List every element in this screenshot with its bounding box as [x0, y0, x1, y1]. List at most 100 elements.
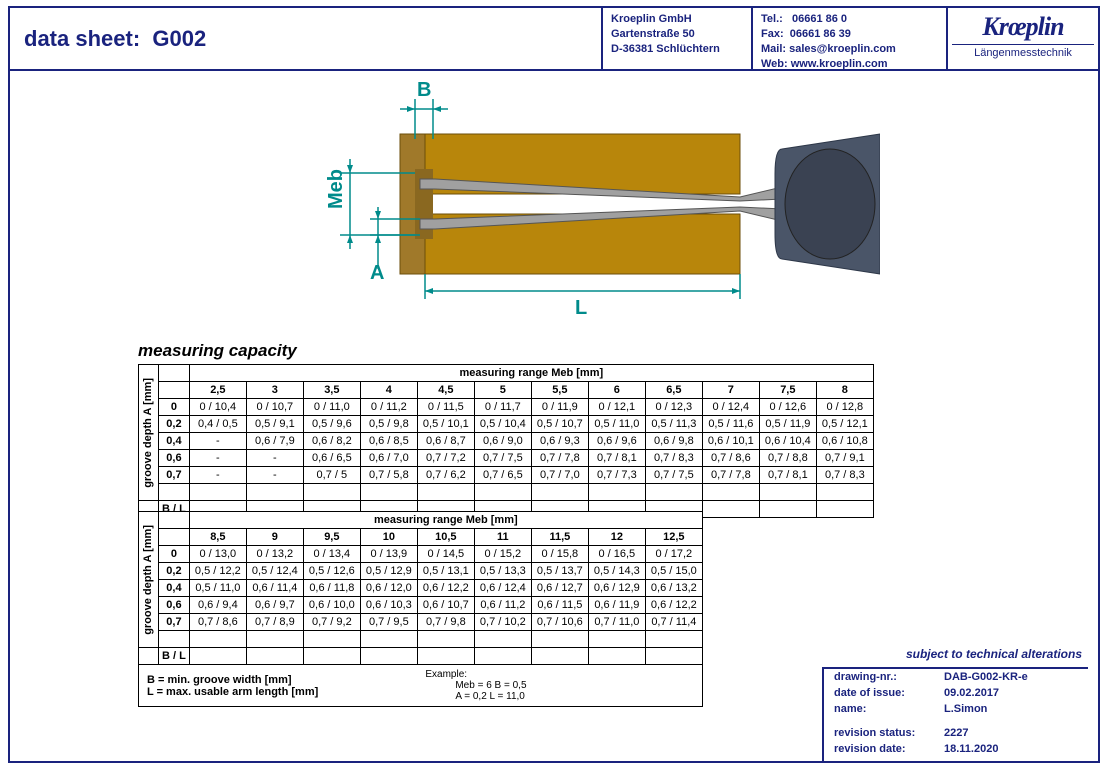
fax: 06661 86 39: [790, 28, 851, 40]
t1-cell: 0,6 / 8,5: [360, 433, 417, 450]
header: data sheet: G002 Kroeplin GmbH Gartenstr…: [10, 8, 1098, 71]
t2-cell: 0,5 / 14,3: [588, 563, 645, 580]
t1-row-head-0: 0: [159, 399, 190, 416]
t1-cell: 0 / 12,1: [588, 399, 645, 416]
t1-cell: 0,6 / 9,8: [645, 433, 702, 450]
t2-cell: 0,6 / 12,2: [645, 597, 702, 614]
city: D-36381 Schlüchtern: [611, 43, 720, 55]
t2-cell: 0,6 / 10,3: [360, 597, 417, 614]
t1-col-10: 7,5: [759, 382, 816, 399]
t1-cell: 0 / 12,8: [816, 399, 873, 416]
t2-col-1: 9: [246, 529, 303, 546]
t2-cell: 0,7 / 11,4: [645, 614, 702, 631]
name-k: name:: [834, 703, 944, 715]
t2-cell: 0,5 / 11,0: [189, 580, 246, 597]
capacity-table-2: groove depth A [mm] measuring range Meb …: [138, 511, 703, 707]
t1-cell: 0,5 / 9,1: [246, 416, 303, 433]
header-logo: Krœplin Längenmesstechnik: [948, 8, 1098, 69]
t1-cell: 0,5 / 9,6: [303, 416, 360, 433]
t1-cell: 0,7 / 7,5: [474, 450, 531, 467]
subject-note: subject to technical alterations: [906, 647, 1082, 661]
t2-cell: 0,7 / 11,0: [588, 614, 645, 631]
drawing-nr-v: DAB-G002-KR-e: [944, 671, 1028, 683]
t2-cell: 0,6 / 10,7: [417, 597, 474, 614]
t1-cell: 0,6 / 7,0: [360, 450, 417, 467]
t1-cell: 0 / 12,3: [645, 399, 702, 416]
t1-cell: 0,7 / 8,1: [588, 450, 645, 467]
t2-cell: 0,5 / 12,9: [360, 563, 417, 580]
t1-cell: 0 / 11,2: [360, 399, 417, 416]
t1-cell: 0 / 10,4: [189, 399, 246, 416]
t1-cell: 0,6 / 8,7: [417, 433, 474, 450]
t2-cell: 0,6 / 9,4: [189, 597, 246, 614]
t2-cell: 0,7 / 9,8: [417, 614, 474, 631]
t2-cell: 0,5 / 12,2: [189, 563, 246, 580]
t1-cell: 0 / 11,0: [303, 399, 360, 416]
t2-row-head-0: 0: [159, 546, 190, 563]
tel: 06661 86 0: [792, 13, 847, 25]
t1-cell: 0,5 / 10,4: [474, 416, 531, 433]
t1-col-11: 8: [816, 382, 873, 399]
t1-cell: 0,6 / 10,8: [816, 433, 873, 450]
logo-main: Krœplin: [952, 12, 1094, 42]
t1-row-head-1: 0,2: [159, 416, 190, 433]
footer-box: drawing-nr.:DAB-G002-KR-e date of issue:…: [822, 667, 1088, 763]
t2-cell: 0,5 / 13,3: [474, 563, 531, 580]
t2-col-7: 12: [588, 529, 645, 546]
rev-date-v: 18.11.2020: [944, 743, 998, 755]
t2-cell: 0,6 / 13,2: [645, 580, 702, 597]
t1-cell: 0 / 12,6: [759, 399, 816, 416]
t1-cell: 0,5 / 11,6: [702, 416, 759, 433]
t2-cell: 0,6 / 12,9: [588, 580, 645, 597]
t1-cell: 0,6 / 9,3: [531, 433, 588, 450]
t2-cell: 0 / 16,5: [588, 546, 645, 563]
t1-cell: -: [246, 467, 303, 484]
t2-row-head-2: 0,4: [159, 580, 190, 597]
section-title: measuring capacity: [138, 341, 297, 361]
t1-cell: -: [189, 450, 246, 467]
table1-range-title: measuring range Meb [mm]: [189, 365, 873, 382]
t1-col-3: 4: [360, 382, 417, 399]
t2-cell: 0,5 / 12,4: [246, 563, 303, 580]
t1-cell: 0,7 / 8,8: [759, 450, 816, 467]
t2-cell: 0,5 / 13,7: [531, 563, 588, 580]
fax-label: Fax:: [761, 28, 784, 40]
name-v: L.Simon: [944, 703, 987, 715]
t1-cell: 0,6 / 9,0: [474, 433, 531, 450]
t1-cell: 0,5 / 10,1: [417, 416, 474, 433]
logo-sub: Längenmesstechnik: [952, 44, 1094, 59]
t2-col-4: 10,5: [417, 529, 474, 546]
t1-cell: 0,7 / 8,1: [759, 467, 816, 484]
header-contact: Tel.: 06661 86 0 Fax: 06661 86 39 Mail: …: [753, 8, 948, 69]
t1-col-7: 6: [588, 382, 645, 399]
drawing-nr-k: drawing-nr.:: [834, 671, 944, 683]
t2-cell: 0 / 13,9: [360, 546, 417, 563]
t2-col-5: 11: [474, 529, 531, 546]
t2-cell: 0,7 / 10,6: [531, 614, 588, 631]
t2-cell: 0 / 13,4: [303, 546, 360, 563]
t1-cell: -: [189, 467, 246, 484]
t2-bl-label: B / L: [159, 648, 190, 665]
t1-cell: 0,7 / 7,8: [531, 450, 588, 467]
t1-cell: 0,5 / 11,3: [645, 416, 702, 433]
tel-label: Tel.:: [761, 13, 783, 25]
company: Kroeplin GmbH: [611, 13, 692, 25]
t2-cell: 0,5 / 13,1: [417, 563, 474, 580]
t2-cell: 0,6 / 12,0: [360, 580, 417, 597]
dim-Meb-label: Meb: [325, 169, 347, 209]
t2-col-2: 9,5: [303, 529, 360, 546]
t2-cell: 0,6 / 9,7: [246, 597, 303, 614]
t2-cell: 0,6 / 11,5: [531, 597, 588, 614]
technical-diagram: B Meb A L: [320, 79, 880, 339]
t1-cell: 0,7 / 6,5: [474, 467, 531, 484]
page-frame: data sheet: G002 Kroeplin GmbH Gartenstr…: [8, 6, 1100, 763]
t1-col-2: 3,5: [303, 382, 360, 399]
t1-row-head-2: 0,4: [159, 433, 190, 450]
rev-status-k: revision status:: [834, 727, 944, 739]
t1-cell: 0,6 / 8,2: [303, 433, 360, 450]
t1-cell: 0,6 / 10,1: [702, 433, 759, 450]
t2-cell: 0,6 / 10,0: [303, 597, 360, 614]
t1-cell: 0,5 / 9,8: [360, 416, 417, 433]
t1-cell: 0,7 / 7,0: [531, 467, 588, 484]
t2-cell: 0,6 / 11,8: [303, 580, 360, 597]
